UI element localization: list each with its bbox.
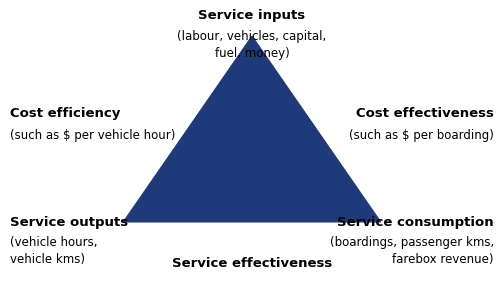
Text: (vehicle hours,
vehicle kms): (vehicle hours, vehicle kms)	[10, 236, 98, 266]
Text: Service effectiveness: Service effectiveness	[172, 257, 332, 270]
Text: Service consumption: Service consumption	[337, 216, 494, 229]
Text: (labour, vehicles, capital,
fuel, money): (labour, vehicles, capital, fuel, money)	[177, 30, 327, 60]
Text: Service inputs: Service inputs	[199, 9, 305, 22]
Text: (such as $ per vehicle hour): (such as $ per vehicle hour)	[10, 129, 175, 142]
Text: Service outputs: Service outputs	[10, 216, 128, 229]
Text: Cost efficiency: Cost efficiency	[10, 107, 120, 120]
Text: (boardings, passenger kms,
farebox revenue): (boardings, passenger kms, farebox reven…	[330, 236, 494, 266]
Text: Cost effectiveness: Cost effectiveness	[356, 107, 494, 120]
Polygon shape	[123, 36, 381, 222]
Text: (such as $ per boarding): (such as $ per boarding)	[349, 129, 494, 142]
